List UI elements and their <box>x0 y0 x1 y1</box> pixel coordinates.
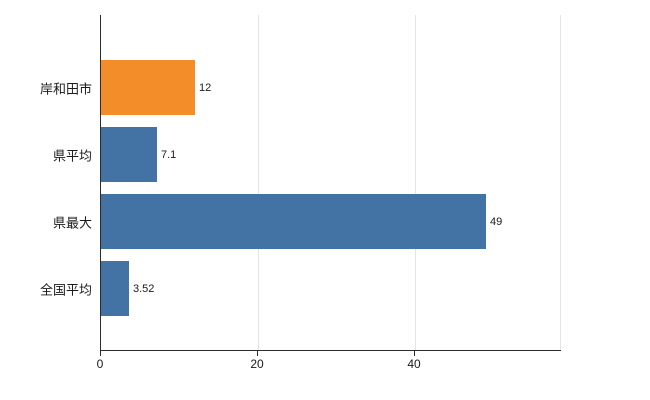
bar <box>101 127 157 182</box>
category-label: 県最大 <box>52 215 92 230</box>
plot-right-border <box>560 15 561 350</box>
bar-value-label: 12 <box>199 81 212 94</box>
x-tick-mark <box>257 351 258 356</box>
x-tick-label: 20 <box>250 357 264 371</box>
gridline <box>415 15 416 350</box>
plot-area: 12 7.1 49 3.52 <box>100 15 561 351</box>
gridline <box>258 15 259 350</box>
bar <box>101 194 486 249</box>
category-label: 岸和田市 <box>39 81 92 96</box>
bar <box>101 261 129 316</box>
bar-value-label: 7.1 <box>161 148 177 161</box>
bar-value-label: 3.52 <box>133 282 155 295</box>
x-tick-label: 0 <box>96 357 104 371</box>
bar <box>101 60 195 115</box>
category-label: 全国平均 <box>39 282 92 297</box>
bar-value-label: 49 <box>490 215 503 228</box>
x-tick-label: 40 <box>407 357 421 371</box>
category-label: 県平均 <box>52 148 92 163</box>
x-tick-mark <box>100 351 101 356</box>
x-tick-mark <box>414 351 415 356</box>
